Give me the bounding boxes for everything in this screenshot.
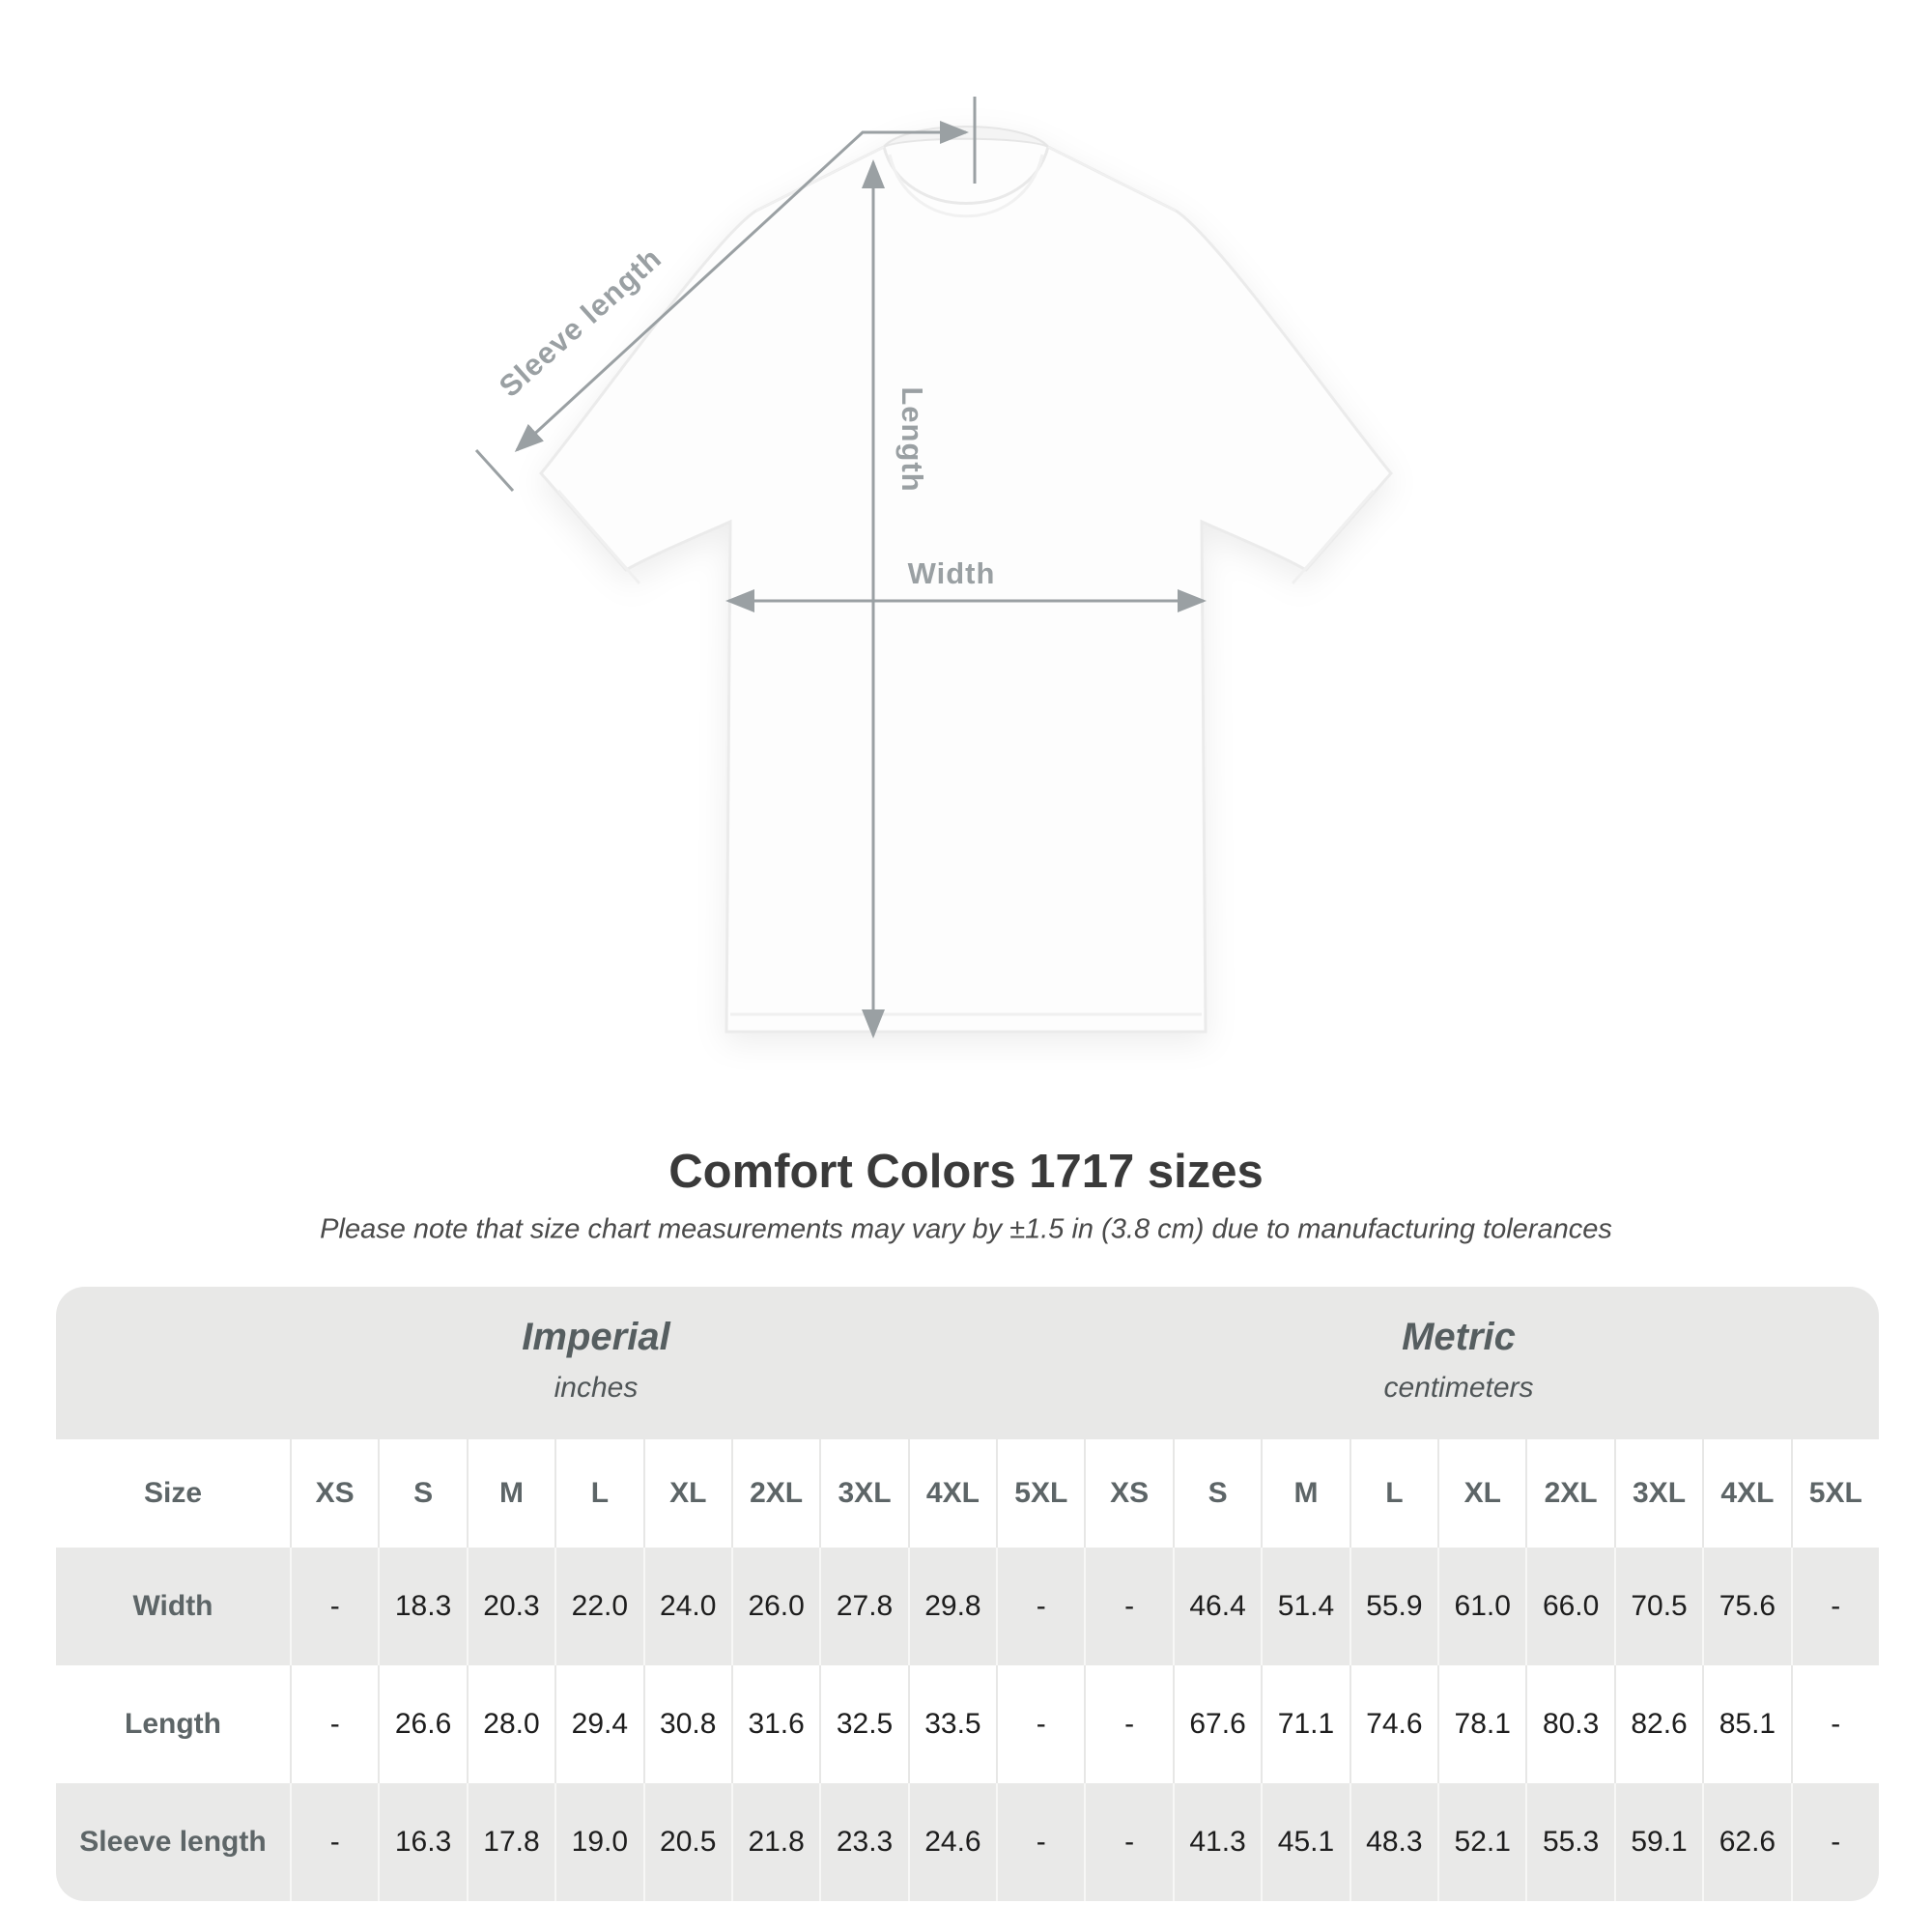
value-cell: - — [290, 1783, 379, 1901]
value-cell: 51.4 — [1261, 1548, 1350, 1665]
size-table-grid: Size XS S M L XL 2XL 3XL 4XL 5XL XS S M L XL 2XL 3XL 4XL 5… — [56, 1439, 1879, 1901]
value-cell: 19.0 — [554, 1783, 643, 1901]
value-cell: 59.1 — [1613, 1783, 1703, 1901]
value-cell: 29.8 — [907, 1548, 997, 1665]
value-cell: 21.8 — [730, 1783, 820, 1901]
size-column-header: Size — [143, 1477, 203, 1509]
value-cell: 29.4 — [554, 1665, 642, 1783]
value-cell: 27.8 — [819, 1548, 908, 1665]
size-header-xs: XS — [1084, 1439, 1172, 1548]
value-cell: - — [1790, 1783, 1879, 1901]
value-cell: 20.5 — [642, 1783, 731, 1901]
value-cell: - — [1084, 1665, 1172, 1783]
value-cell: - — [290, 1548, 379, 1665]
value-cell: 74.6 — [1349, 1665, 1437, 1783]
size-header-m: M — [466, 1439, 554, 1548]
value-cell: 24.0 — [642, 1548, 731, 1665]
value-cell: 28.0 — [466, 1665, 554, 1783]
value-cell: 62.6 — [1702, 1783, 1791, 1901]
metric-title: Metric — [1402, 1316, 1516, 1358]
value-cell: 31.6 — [730, 1665, 819, 1783]
value-cell: 67.6 — [1172, 1665, 1261, 1783]
size-table: Imperial inches Metric centimeters Size X… — [56, 1287, 1879, 1901]
size-header-2xl: 2XL — [730, 1439, 819, 1548]
value-cell: 85.1 — [1702, 1665, 1790, 1783]
value-cell: 82.6 — [1613, 1665, 1702, 1783]
size-header-l: L — [1349, 1439, 1437, 1548]
value-cell: 26.0 — [730, 1548, 820, 1665]
value-cell: 23.3 — [819, 1783, 908, 1901]
value-cell: 24.6 — [907, 1783, 997, 1901]
size-header-3xl: 3XL — [1613, 1439, 1702, 1548]
value-cell: 55.9 — [1349, 1548, 1438, 1665]
value-cell: - — [996, 1548, 1085, 1665]
value-cell: 30.8 — [642, 1665, 731, 1783]
value-cell: 41.3 — [1172, 1783, 1262, 1901]
sleeve-length-arrow — [514, 121, 969, 453]
size-header-s: S — [1172, 1439, 1261, 1548]
value-cell: 18.3 — [378, 1548, 467, 1665]
value-cell: 71.1 — [1261, 1665, 1349, 1783]
size-header-3xl: 3XL — [819, 1439, 907, 1548]
size-header-5xl: 5XL — [1790, 1439, 1879, 1548]
value-cell: 55.3 — [1525, 1783, 1614, 1901]
metric-unit: centimeters — [1383, 1372, 1534, 1404]
row-label: Length — [125, 1708, 221, 1740]
value-cell: - — [1790, 1548, 1879, 1665]
value-cell: 80.3 — [1525, 1665, 1613, 1783]
size-header-4xl: 4XL — [907, 1439, 996, 1548]
value-cell: 22.0 — [554, 1548, 643, 1665]
size-header-s: S — [378, 1439, 466, 1548]
row-label: Width — [56, 1548, 290, 1665]
row-label: Sleeve length — [56, 1783, 290, 1901]
value-cell: 52.1 — [1437, 1783, 1526, 1901]
imperial-title: Imperial — [522, 1316, 670, 1358]
value-cell: 26.6 — [378, 1665, 466, 1783]
size-header-xl: XL — [1437, 1439, 1525, 1548]
value-cell: 32.5 — [819, 1665, 907, 1783]
size-header-l: L — [554, 1439, 642, 1548]
sleeve-end-tick — [474, 448, 515, 493]
value-cell: 17.8 — [466, 1783, 555, 1901]
size-header-2xl: 2XL — [1525, 1439, 1613, 1548]
page-title: Comfort Colors 1717 sizes — [668, 1146, 1264, 1198]
imperial-header: Imperial inches — [522, 1287, 669, 1405]
value-cell: - — [996, 1783, 1085, 1901]
value-cell: - — [290, 1665, 378, 1783]
value-cell: - — [1790, 1665, 1879, 1783]
imperial-unit: inches — [554, 1372, 639, 1404]
value-cell: 66.0 — [1525, 1548, 1614, 1665]
value-cell: 45.1 — [1261, 1783, 1350, 1901]
page-subtitle: Please note that size chart measurements… — [320, 1213, 1612, 1245]
value-cell: - — [996, 1665, 1084, 1783]
value-cell: 46.4 — [1172, 1548, 1262, 1665]
value-cell: 61.0 — [1437, 1548, 1526, 1665]
value-cell: 48.3 — [1349, 1783, 1438, 1901]
value-cell: - — [1084, 1548, 1173, 1665]
width-label: Width — [907, 556, 996, 590]
size-header-m: M — [1261, 1439, 1349, 1548]
value-cell: 16.3 — [378, 1783, 467, 1901]
value-cell: 78.1 — [1437, 1665, 1525, 1783]
metric-header: Metric centimeters — [1383, 1287, 1533, 1405]
value-cell: 75.6 — [1702, 1548, 1791, 1665]
value-cell: 20.3 — [466, 1548, 555, 1665]
value-cell: - — [1084, 1783, 1173, 1901]
value-cell: 33.5 — [907, 1665, 996, 1783]
tshirt-illustration — [474, 97, 1393, 1038]
size-header-5xl: 5XL — [996, 1439, 1084, 1548]
value-cell: 70.5 — [1613, 1548, 1703, 1665]
size-header-4xl: 4XL — [1702, 1439, 1790, 1548]
size-header-xs: XS — [290, 1439, 378, 1548]
length-label: Length — [895, 386, 929, 493]
size-header-xl: XL — [642, 1439, 731, 1548]
unit-header-band: Imperial inches Metric centimeters — [56, 1287, 1879, 1439]
